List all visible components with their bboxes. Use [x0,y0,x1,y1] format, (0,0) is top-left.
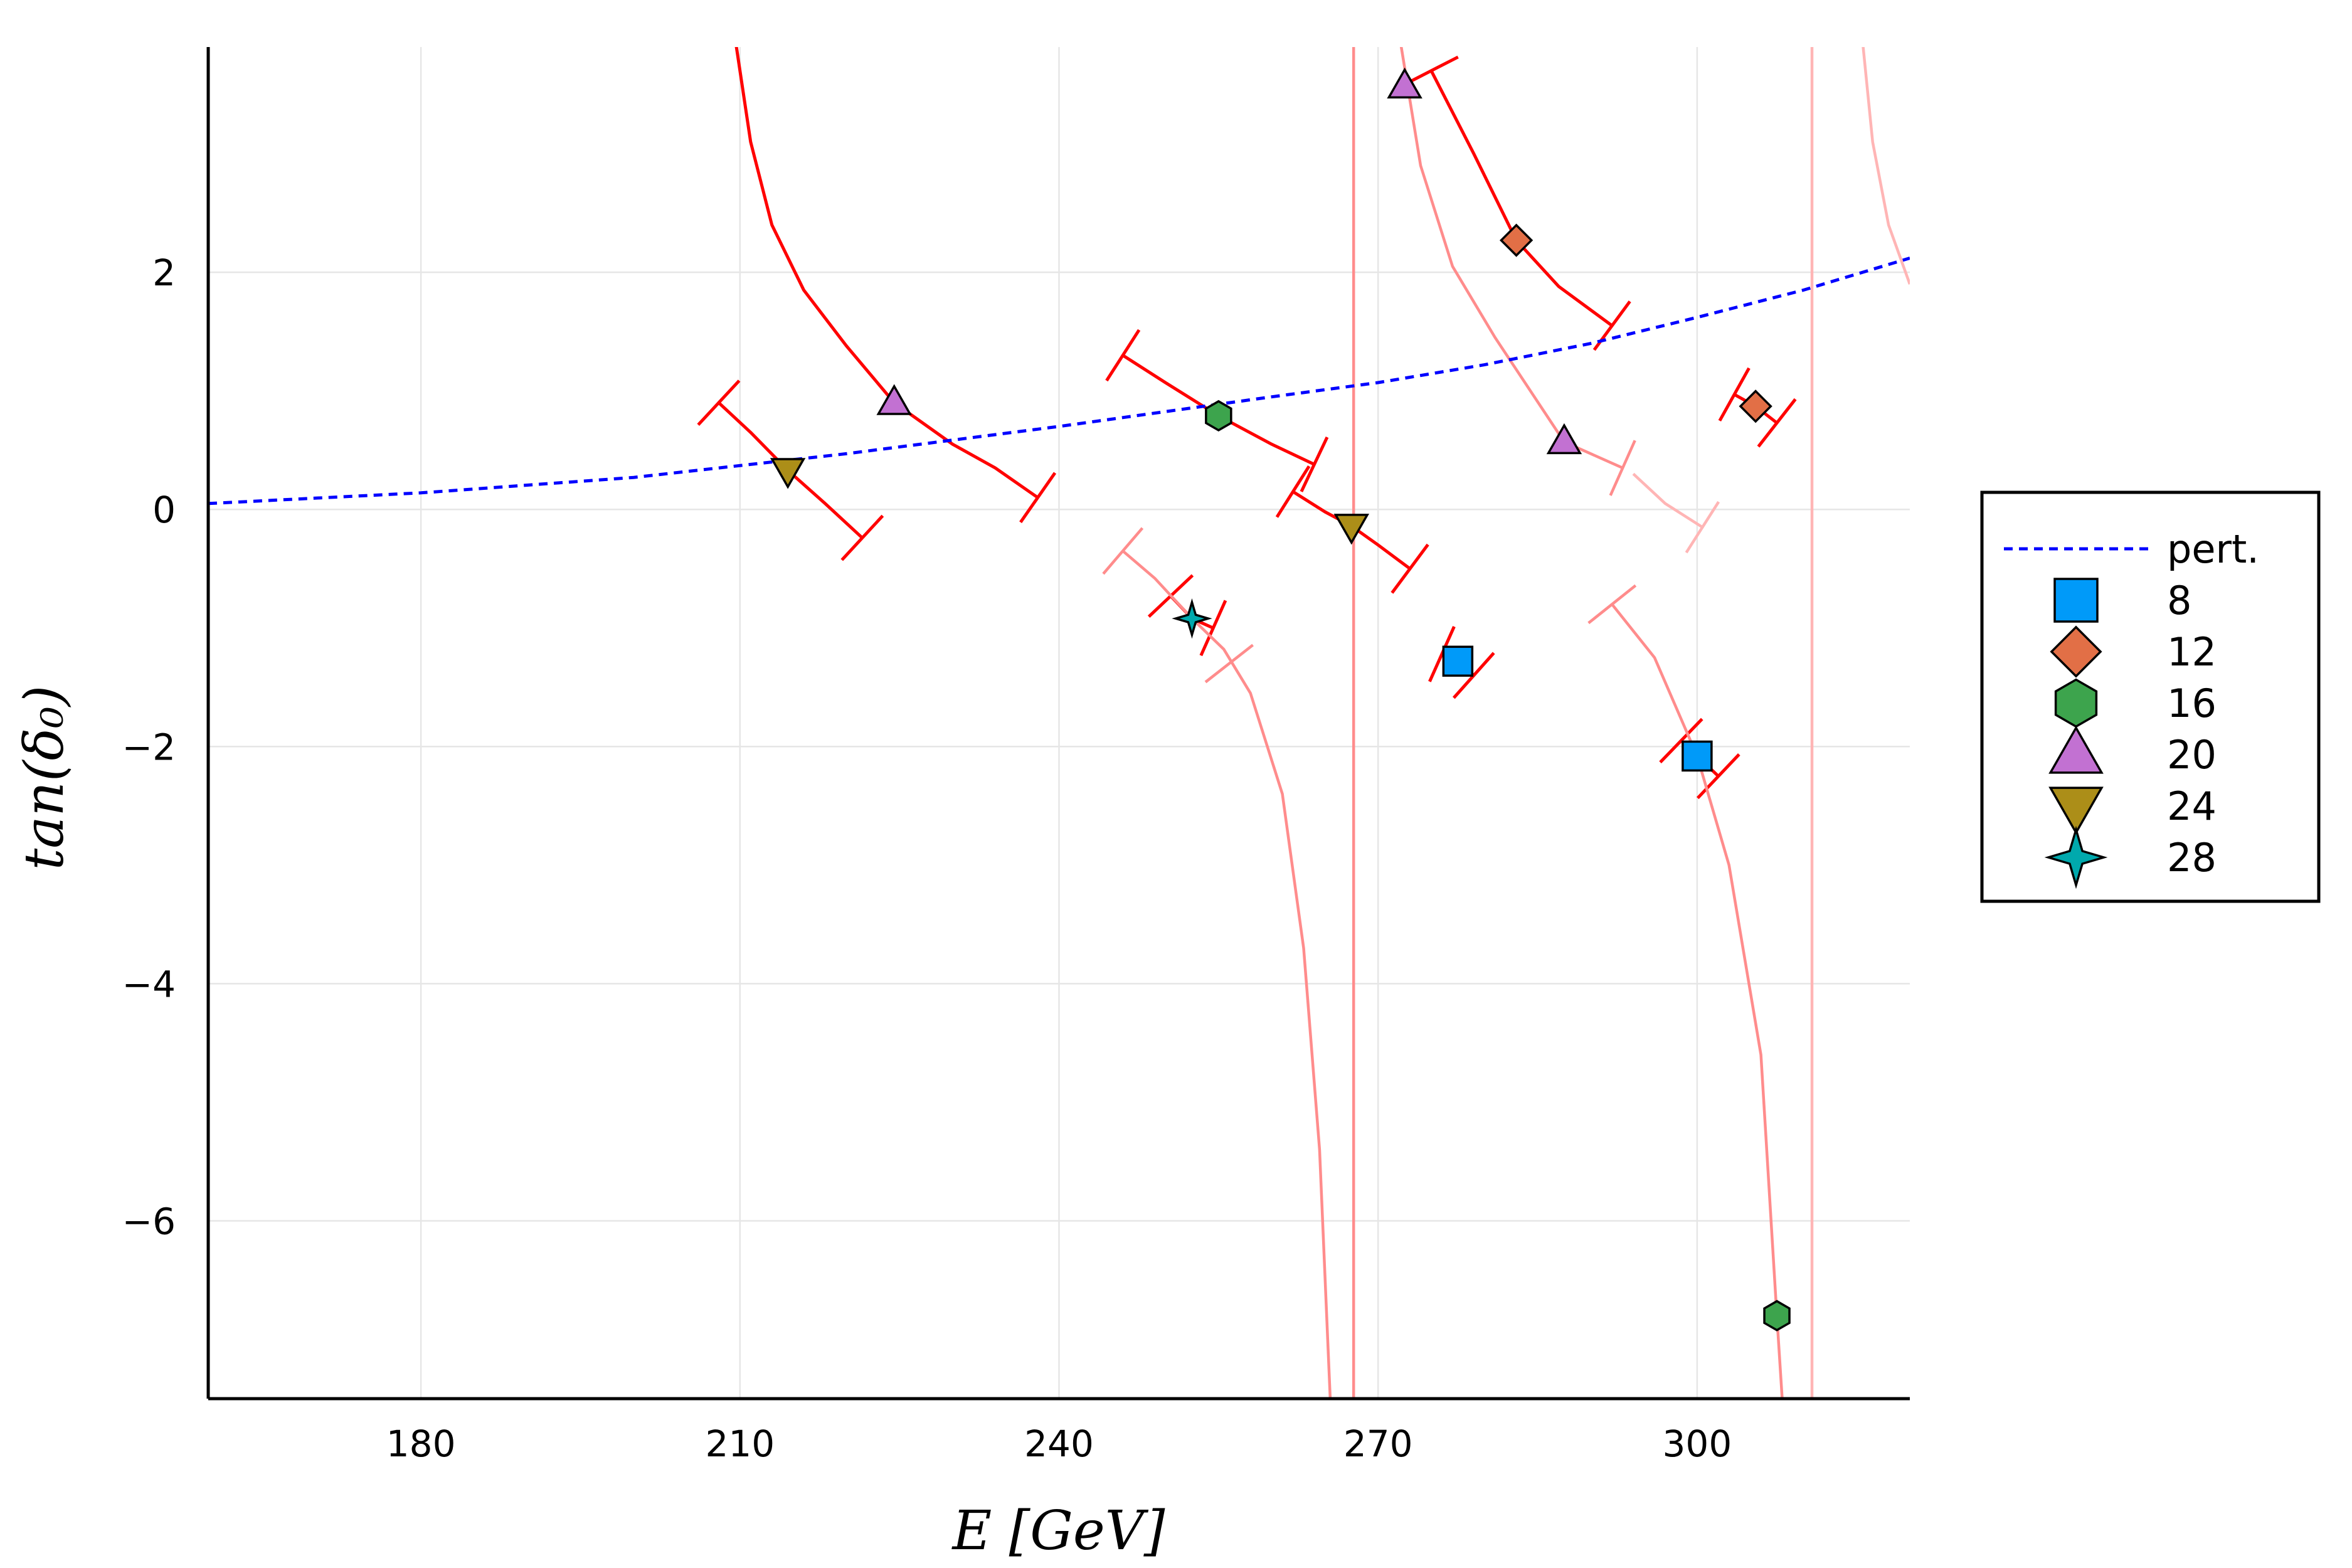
curve-end-cap [1587,584,1637,625]
curve-end-cap [1019,472,1057,524]
legend-swatch-28 [2044,825,2108,889]
legend-label: 8 [2167,578,2191,623]
curve-end-cap [697,379,741,426]
curve-end-cap [1718,367,1751,422]
curve-end-cap [1404,55,1459,86]
phase-curve [1121,549,1332,1399]
legend-box [1980,490,2321,903]
pert-curve [208,257,1910,506]
legend: pert. 8 12 16 20 24 28 [1980,490,2321,903]
curve-end-cap [1102,527,1144,575]
legend-swatch-16 [2054,678,2098,728]
data-point-20 [1387,67,1422,98]
y-tick-label: 2 [152,252,176,294]
curve-end-cap [1105,329,1141,382]
y-tick-label: 0 [152,489,176,531]
legend-label: 28 [2167,835,2217,881]
x-tick-label: 210 [705,1422,775,1465]
phase-curve [1632,472,1703,529]
axes [206,47,1910,1401]
phase-curve [1862,47,1910,285]
y-axis-title: tan(δ₀) [13,686,76,871]
y-tick-label: −4 [122,963,176,1005]
data-point-24 [1333,514,1370,545]
data-point-28 [1172,598,1212,639]
curve-end-cap [1391,543,1429,594]
data-point-20 [876,384,912,415]
tick-labels: 180 210 240 270 300 2 0 −2 −4 −6 [122,252,1732,1465]
data-point-8 [1682,740,1713,772]
legend-label: pert. [2167,526,2259,572]
curve-end-cap [1300,436,1329,492]
curve-end-cap [1696,753,1740,800]
curve-end-cap [1452,652,1495,699]
legend-swatch-8 [2053,578,2099,623]
y-tick-label: −6 [122,1200,176,1242]
curve-end-cap [1757,398,1797,448]
legend-label: 20 [2167,732,2217,778]
data-point-16 [1763,1300,1791,1332]
legend-label: 24 [2167,783,2217,829]
x-axis-title: E [GeV] [951,1500,1165,1562]
legend-label: 12 [2167,629,2217,675]
curve-end-cap [840,514,884,561]
x-tick-label: 240 [1024,1422,1094,1465]
data-point-20 [1546,423,1582,455]
data-point-12 [1499,223,1534,257]
plot-content [208,47,1910,1399]
curve-end-cap [1199,600,1227,657]
x-tick-label: 270 [1343,1422,1413,1465]
data-point-12 [1739,389,1772,423]
curve-end-cap [1275,465,1311,518]
data-point-24 [770,458,806,489]
legend-swatch-12 [2050,625,2102,678]
legend-label: 16 [2167,681,2217,726]
legend-swatch-24 [2048,787,2104,835]
y-tick-label: −2 [122,726,176,768]
curve-end-cap [1204,644,1254,684]
curve-end-cap [1685,501,1720,554]
data-point-8 [1442,645,1474,677]
grid [208,47,1910,1399]
phase-curve [734,47,1039,499]
x-tick-label: 300 [1663,1422,1732,1465]
legend-swatch-20 [2048,725,2104,774]
curve-end-cap [1609,440,1636,496]
data-point-16 [1205,400,1232,432]
curve-end-cap [1659,718,1703,764]
x-tick-label: 180 [386,1422,456,1465]
curve-end-cap [1428,626,1456,682]
